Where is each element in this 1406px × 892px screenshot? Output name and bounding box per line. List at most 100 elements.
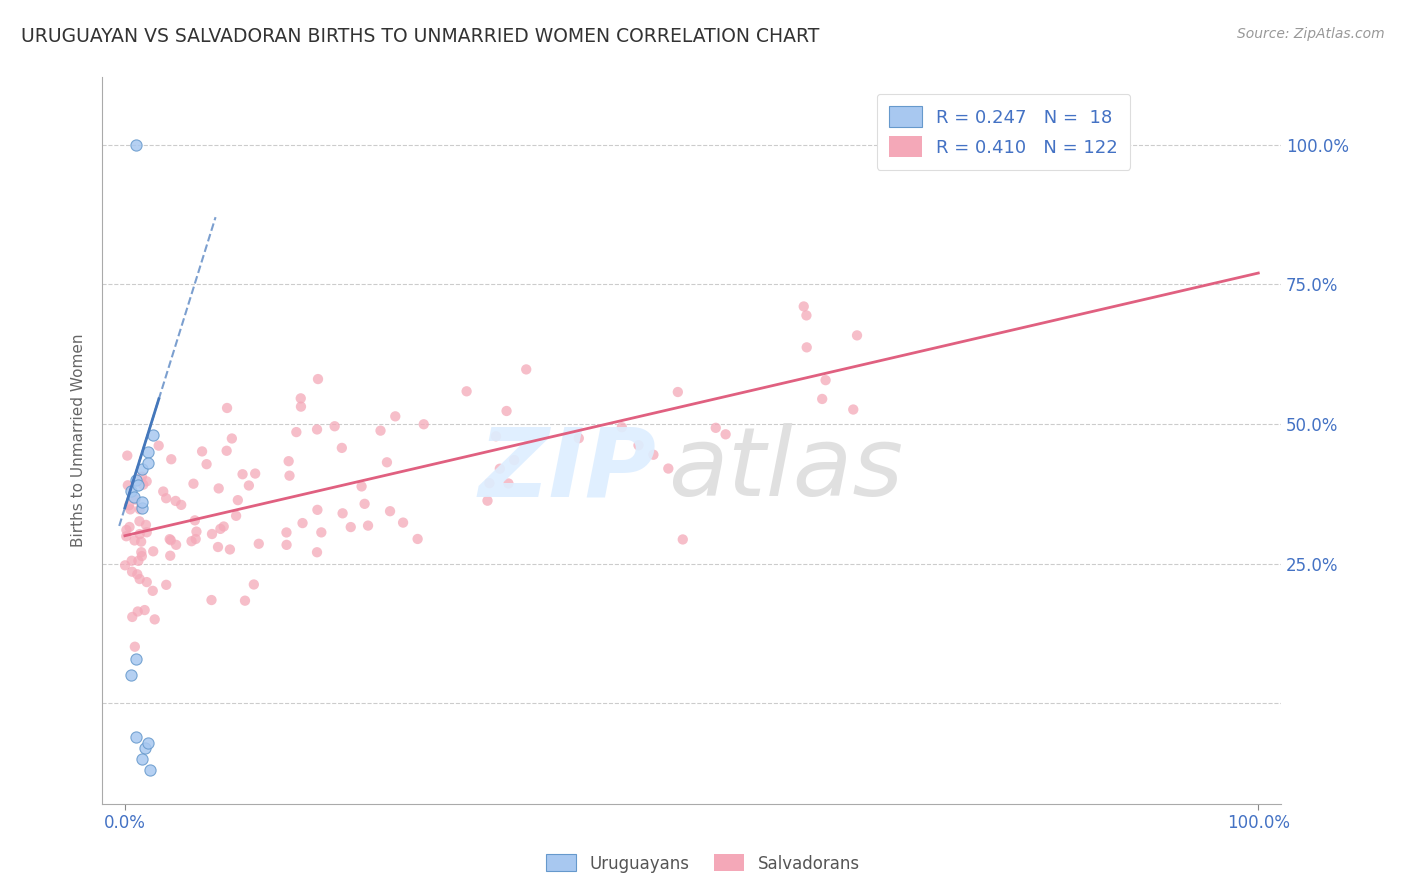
Point <box>121 554 143 568</box>
Point <box>136 456 159 470</box>
Point <box>142 428 165 442</box>
Point <box>159 533 181 548</box>
Point <box>117 478 139 492</box>
Point <box>811 392 834 406</box>
Text: ZIP: ZIP <box>478 424 657 516</box>
Point <box>290 392 312 406</box>
Point <box>120 668 142 682</box>
Point <box>142 583 165 598</box>
Point <box>568 431 591 445</box>
Point <box>127 478 149 492</box>
Point <box>215 443 238 458</box>
Point <box>277 454 299 468</box>
Point <box>127 605 149 619</box>
Point <box>127 567 149 582</box>
Point <box>118 520 141 534</box>
Point <box>121 565 143 579</box>
Point <box>515 362 537 376</box>
Point <box>384 409 406 424</box>
Point <box>136 735 159 749</box>
Point <box>392 516 415 530</box>
Point <box>200 593 222 607</box>
Point <box>796 340 818 354</box>
Point <box>143 612 166 626</box>
Point <box>191 444 214 458</box>
Point <box>412 417 434 432</box>
Point <box>134 741 156 756</box>
Point <box>170 498 193 512</box>
Point <box>132 477 155 491</box>
Point <box>793 300 815 314</box>
Point <box>814 373 837 387</box>
Point <box>121 610 143 624</box>
Point <box>276 525 298 540</box>
Point <box>339 520 361 534</box>
Point <box>131 752 153 766</box>
Point <box>477 493 499 508</box>
Point <box>134 603 156 617</box>
Point <box>165 494 187 508</box>
Point <box>247 537 270 551</box>
Point <box>117 449 139 463</box>
Point <box>221 432 243 446</box>
Point <box>305 545 328 559</box>
Point <box>796 309 818 323</box>
Text: Source: ZipAtlas.com: Source: ZipAtlas.com <box>1237 27 1385 41</box>
Point <box>846 328 869 343</box>
Point <box>842 402 865 417</box>
Point <box>124 492 146 507</box>
Point <box>225 508 247 523</box>
Point <box>139 764 162 778</box>
Point <box>353 497 375 511</box>
Point <box>136 445 159 459</box>
Y-axis label: Births to Unmarried Women: Births to Unmarried Women <box>72 334 86 548</box>
Point <box>180 534 202 549</box>
Point <box>184 532 207 546</box>
Point <box>128 527 150 541</box>
Point <box>159 549 181 563</box>
Point <box>125 137 148 152</box>
Point <box>627 438 650 452</box>
Point <box>131 469 153 483</box>
Point <box>125 473 148 487</box>
Point <box>233 593 256 607</box>
Point <box>495 404 517 418</box>
Point <box>165 538 187 552</box>
Point <box>291 516 314 530</box>
Legend: R = 0.247   N =  18, R = 0.410   N = 122: R = 0.247 N = 18, R = 0.410 N = 122 <box>876 94 1130 169</box>
Point <box>115 529 138 543</box>
Point <box>714 427 737 442</box>
Point <box>125 730 148 744</box>
Point <box>120 502 142 516</box>
Point <box>131 500 153 515</box>
Point <box>212 519 235 533</box>
Point <box>278 468 301 483</box>
Point <box>238 478 260 492</box>
Point <box>135 475 157 489</box>
Point <box>120 483 142 498</box>
Point <box>704 421 727 435</box>
Point <box>207 540 229 554</box>
Point <box>219 542 242 557</box>
Point <box>124 533 146 548</box>
Point <box>127 554 149 568</box>
Point <box>311 525 333 540</box>
Point <box>323 419 346 434</box>
Legend: Uruguayans, Salvadorans: Uruguayans, Salvadorans <box>540 847 866 880</box>
Point <box>129 545 152 559</box>
Point <box>375 455 398 469</box>
Point <box>307 372 329 386</box>
Point <box>128 514 150 528</box>
Point <box>215 401 238 415</box>
Point <box>666 384 689 399</box>
Point <box>131 495 153 509</box>
Point <box>195 457 218 471</box>
Point <box>201 527 224 541</box>
Point <box>152 484 174 499</box>
Point <box>657 461 679 475</box>
Point <box>643 448 665 462</box>
Point <box>243 577 266 591</box>
Point <box>128 502 150 516</box>
Point <box>307 503 329 517</box>
Point <box>357 518 380 533</box>
